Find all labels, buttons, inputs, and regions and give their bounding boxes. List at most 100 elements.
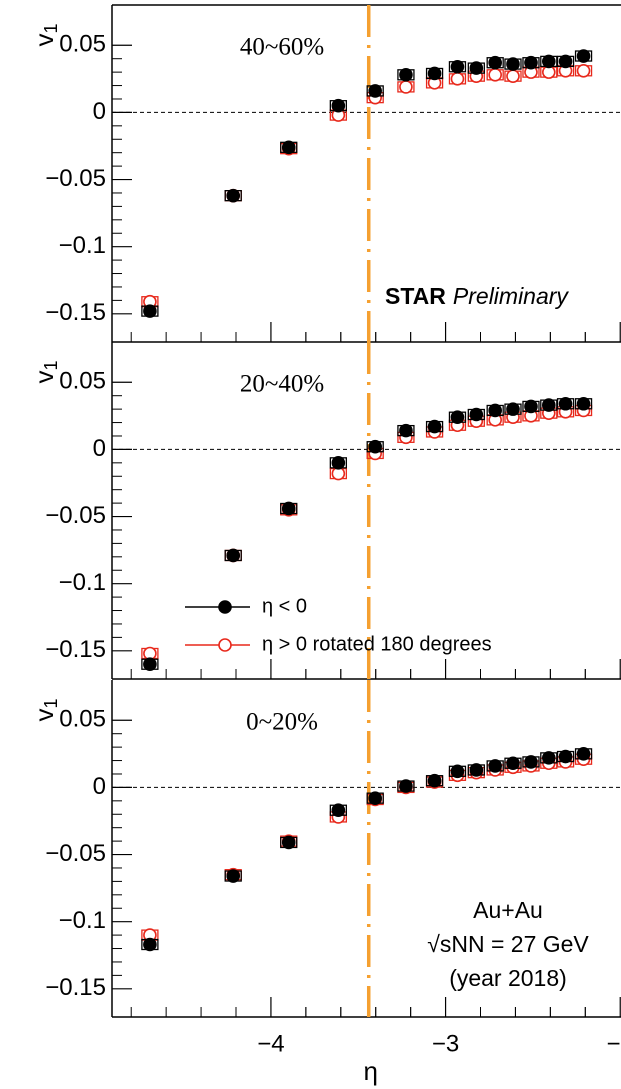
marker [506,57,520,71]
y-label-sub: 1 [41,360,61,370]
data-point [486,413,504,427]
y-label-base: v [29,709,59,722]
marker [558,54,573,69]
marker [450,410,465,424]
data-point [574,396,593,411]
marker [488,55,502,70]
data-point [448,410,467,424]
data-point [540,54,558,69]
data-point [504,69,522,83]
data-point [224,548,242,563]
marker [450,59,465,74]
marker [427,419,442,434]
legend-label: η < 0 [262,595,307,617]
data-point [467,61,485,75]
marker [488,759,502,773]
marker [524,755,538,769]
data-point [574,49,593,63]
marker [524,55,538,70]
data-point [448,72,467,86]
data-point [540,751,558,765]
y-tick-label: 0 [93,435,106,462]
marker [558,396,573,411]
y-tick-label: −0.05 [45,165,106,192]
x-tick-label: −4 [257,1030,284,1057]
data-point [574,63,593,78]
data-point [366,439,384,454]
marker [399,423,413,438]
data-point [397,68,415,82]
marker [524,399,538,414]
marker [427,66,442,81]
marker [399,68,413,82]
data-point [224,869,242,883]
data-point [448,764,467,779]
data-point [366,84,384,98]
data-point [329,98,347,113]
data-point [486,403,504,418]
data-point [425,66,444,81]
data-point [486,759,504,773]
marker [469,61,484,75]
marker [143,937,157,952]
marker [488,68,502,82]
marker [469,407,484,422]
data-point [397,80,415,94]
data-point [486,68,504,82]
x-axis-label: η [363,1056,377,1086]
annotation-bold: STAR [385,283,446,309]
y-tick-label: 0.05 [59,368,106,395]
data-point [467,763,485,777]
marker [143,304,157,318]
legend-label: η > 0 rotated 180 degrees [262,633,492,655]
marker [226,869,241,883]
y-tick-label: −0.1 [59,232,106,259]
y-axis-label: v1 [29,360,61,383]
data-point [141,304,159,318]
y-tick-label: −0.05 [45,840,106,867]
y-label-sub: 1 [41,698,61,708]
data-point [540,65,558,79]
marker [368,439,382,454]
data-point [522,55,540,70]
annotation: (year 2018) [449,965,567,991]
y-tick-label: −0.1 [59,907,106,934]
marker [331,456,346,470]
annotation-italic: Preliminary [453,283,570,309]
data-point [556,54,575,69]
data-point [141,294,159,309]
panel-title: 20~40% [240,371,324,398]
data-point [329,466,347,481]
data-point [504,402,522,416]
data-point [329,456,347,470]
x-tick-label: −3 [432,1030,459,1057]
marker [450,72,465,86]
y-label-sub: 1 [41,23,61,33]
marker [469,763,484,777]
marker [506,756,520,771]
marker [226,188,241,203]
data-point [280,835,298,850]
marker [506,402,520,416]
marker [427,773,442,788]
data-point [556,396,575,411]
marker [281,140,296,155]
marker [541,398,556,412]
data-point [504,756,522,771]
panel-title: 40~60% [240,34,324,61]
y-tick-label: 0 [93,98,106,125]
y-tick-label: 0.05 [59,31,106,58]
marker [331,803,346,818]
annotation: Au+Au [473,897,543,923]
marker [506,69,520,83]
data-point [280,501,298,516]
y-tick-label: −0.15 [45,636,106,663]
data-point [486,55,504,70]
data-point [574,747,593,761]
data-point [448,59,467,74]
data-point [556,749,575,764]
marker [576,396,591,411]
y-axis-label: v1 [29,698,61,721]
annotation: √sNN = 27 GeV [427,931,589,957]
y-tick-label: 0 [93,773,106,800]
